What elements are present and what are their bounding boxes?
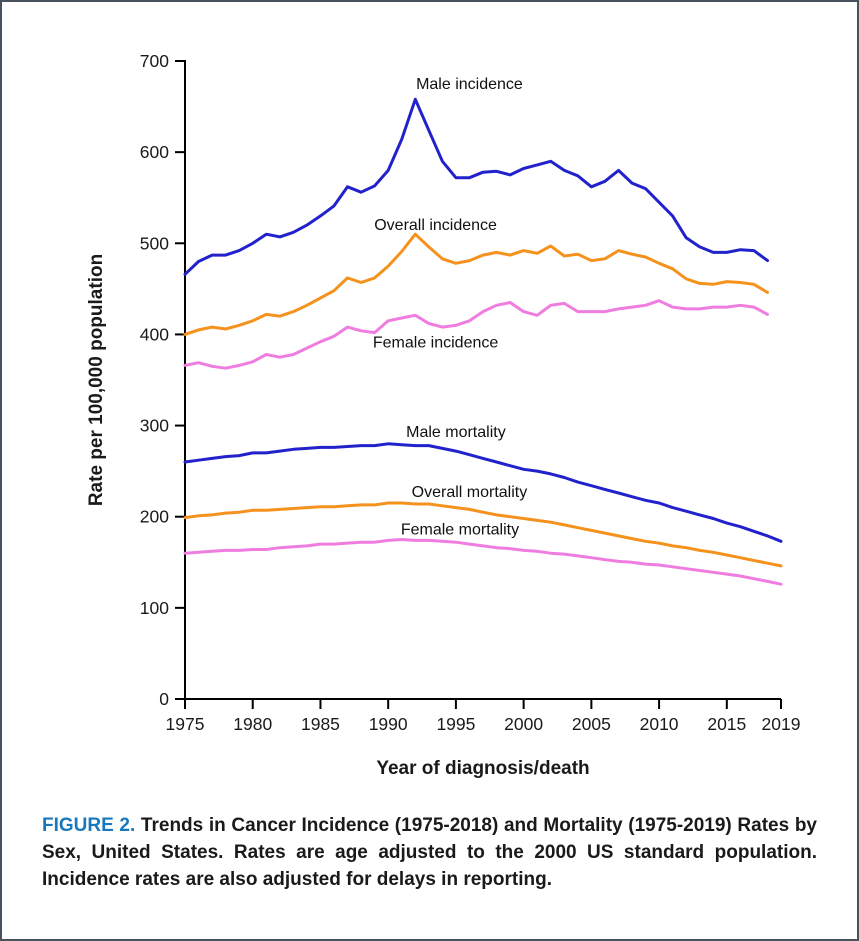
series-male-mortality: [183, 442, 783, 543]
x-tick-label: 1985: [301, 714, 340, 734]
figure-caption-text: Trends in Cancer Incidence (1975-2018) a…: [42, 815, 817, 890]
x-axis-title: Year of diagnosis/death: [376, 758, 589, 779]
chart-canvas: 0 100 200 300 400 500 600 700 1975 1980 1985 1990 19…: [86, 51, 801, 779]
y-tick-label: 400: [140, 324, 169, 344]
x-tick-label: 1980: [233, 714, 272, 734]
y-tick-label: 100: [140, 598, 169, 618]
x-tick-label: 1995: [436, 714, 475, 734]
x-tick-label: 2010: [640, 714, 679, 734]
x-tick-label: 2015: [707, 714, 746, 734]
annotation-male-incidence: Male incidence: [416, 76, 523, 93]
series-female-mortality: [183, 538, 783, 586]
x-tick-label: 2019: [762, 714, 801, 734]
series-female-incidence: [183, 299, 769, 370]
y-tick-label: 0: [159, 689, 169, 709]
y-tick-label: 700: [140, 51, 169, 71]
x-tick-label: 1975: [166, 714, 205, 734]
series-overall-mortality: [183, 501, 783, 568]
figure-2-chart: 0 100 200 300 400 500 600 700 1975 1980 1985 1990 19…: [2, 2, 857, 800]
annotation-female-incidence: Female incidence: [373, 335, 499, 352]
x-tick-label: 2005: [572, 714, 611, 734]
y-tick-label: 300: [140, 416, 169, 436]
series-overall-incidence: [183, 232, 769, 336]
x-tick-label: 1990: [369, 714, 408, 734]
figure-caption-label: FIGURE 2.: [42, 815, 136, 836]
annotation-overall-mortality: Overall mortality: [412, 484, 528, 501]
y-tick-label: 600: [140, 142, 169, 162]
annotation-overall-incidence: Overall incidence: [374, 217, 497, 234]
figure-caption: FIGURE 2. Trends in Cancer Incidence (19…: [42, 812, 817, 893]
annotation-male-mortality: Male mortality: [406, 424, 506, 441]
series-male-incidence: [183, 97, 769, 276]
y-axis-title: Rate per 100,000 population: [86, 254, 107, 506]
y-tick-label: 500: [140, 233, 169, 253]
x-tick-label: 2000: [504, 714, 543, 734]
annotation-female-mortality: Female mortality: [401, 521, 519, 538]
y-tick-label: 200: [140, 507, 169, 527]
